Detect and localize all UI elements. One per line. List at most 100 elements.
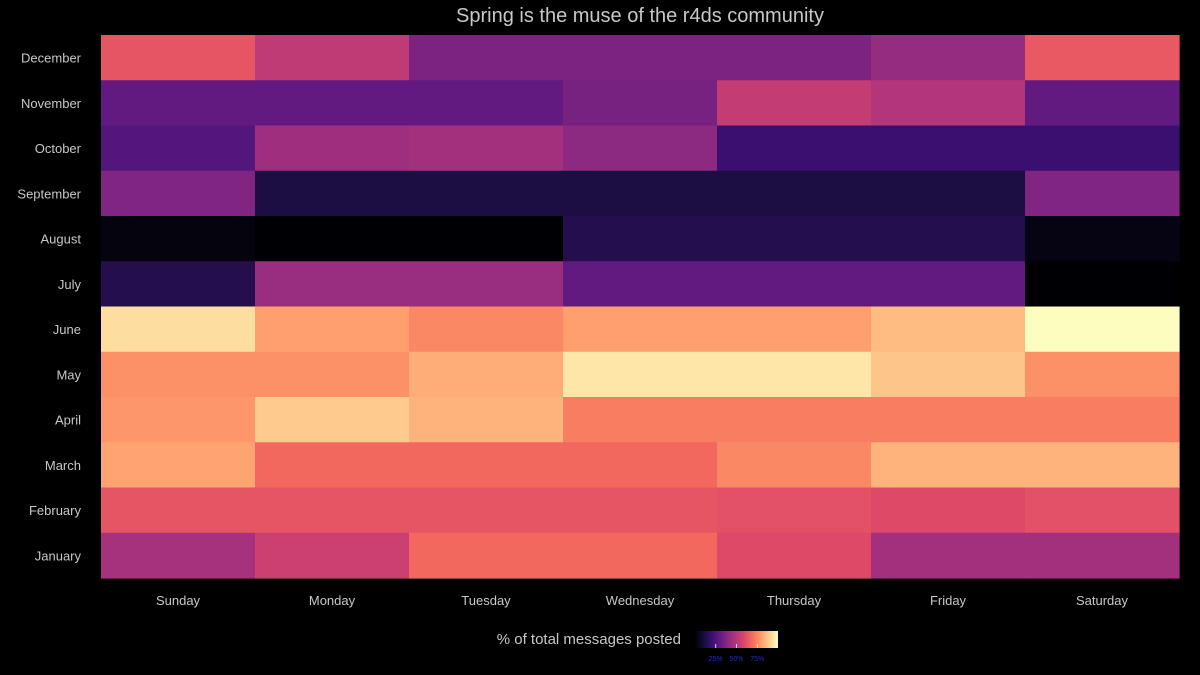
heatmap-cell-february-monday — [255, 487, 410, 534]
x-tick-label-sunday: Sunday — [156, 593, 201, 608]
heatmap-cell-august-monday — [255, 216, 410, 262]
y-tick-label-september: September — [17, 186, 81, 201]
heatmap-cell-april-thursday — [717, 397, 872, 443]
heatmap-cell-january-wednesday — [563, 532, 718, 579]
heatmap-cell-june-wednesday — [563, 306, 718, 353]
y-tick-label-november: November — [21, 96, 82, 111]
heatmap-cell-july-friday — [871, 261, 1026, 308]
legend-ticks: 25% 50% 75% — [709, 644, 764, 663]
y-tick-label-october: October — [35, 141, 82, 156]
heatmap-cell-november-monday — [255, 80, 410, 127]
heatmap-cell-august-sunday — [101, 216, 256, 262]
legend-tick-label: 50% — [729, 656, 743, 663]
heatmap-cell-october-friday — [871, 125, 1026, 172]
heatmap-cell-december-tuesday — [409, 35, 564, 81]
heatmap-cell-november-wednesday — [563, 80, 718, 127]
x-tick-label-thursday: Thursday — [767, 593, 822, 608]
heatmap-cell-july-sunday — [101, 261, 256, 308]
x-tick-label-wednesday: Wednesday — [606, 593, 675, 608]
heatmap-cell-october-wednesday — [563, 125, 718, 172]
heatmap-cell-september-tuesday — [409, 170, 564, 217]
heatmap-cell-march-thursday — [717, 442, 872, 489]
heatmap-cells — [101, 35, 1180, 579]
heatmap-cell-february-saturday — [1025, 487, 1180, 534]
heatmap-cell-november-thursday — [717, 80, 872, 127]
heatmap-cell-december-monday — [255, 35, 410, 81]
heatmap-cell-october-tuesday — [409, 125, 564, 172]
y-tick-label-april: April — [55, 413, 81, 428]
legend-color-bar — [695, 631, 778, 648]
heatmap-cell-july-monday — [255, 261, 410, 308]
heatmap-cell-december-wednesday — [563, 35, 718, 81]
heatmap-cell-august-thursday — [717, 216, 872, 262]
heatmap-cell-august-saturday — [1025, 216, 1180, 262]
y-tick-label-january: January — [35, 548, 82, 563]
heatmap-cell-august-tuesday — [409, 216, 564, 262]
y-tick-label-may: May — [56, 367, 81, 382]
heatmap-cell-july-wednesday — [563, 261, 718, 308]
heatmap-cell-may-friday — [871, 351, 1026, 398]
heatmap-cell-january-saturday — [1025, 532, 1180, 579]
heatmap-cell-september-sunday — [101, 170, 256, 217]
heatmap-cell-june-tuesday — [409, 306, 564, 353]
legend-title: % of total messages posted — [497, 631, 681, 648]
heatmap-cell-december-friday — [871, 35, 1026, 81]
x-tick-label-friday: Friday — [930, 593, 967, 608]
heatmap-cell-december-saturday — [1025, 35, 1180, 81]
y-tick-label-february: February — [29, 503, 82, 518]
heatmap-cell-september-friday — [871, 170, 1026, 217]
heatmap-cell-september-monday — [255, 170, 410, 217]
heatmap-cell-april-tuesday — [409, 397, 564, 443]
heatmap-cell-august-friday — [871, 216, 1026, 262]
heatmap-cell-february-friday — [871, 487, 1026, 534]
y-tick-label-july: July — [58, 277, 82, 292]
heatmap-cell-november-saturday — [1025, 80, 1180, 127]
y-tick-label-december: December — [21, 51, 82, 66]
heatmap-cell-december-sunday — [101, 35, 256, 81]
heatmap-cell-april-monday — [255, 397, 410, 443]
heatmap-cell-march-tuesday — [409, 442, 564, 489]
heatmap-cell-november-sunday — [101, 80, 256, 127]
heatmap-cell-june-sunday — [101, 306, 256, 353]
x-tick-label-saturday: Saturday — [1076, 593, 1129, 608]
heatmap-cell-may-sunday — [101, 351, 256, 398]
heatmap-cell-april-wednesday — [563, 397, 718, 443]
heatmap-cell-may-saturday — [1025, 351, 1180, 398]
heatmap-cell-september-wednesday — [563, 170, 718, 217]
heatmap-cell-july-tuesday — [409, 261, 564, 308]
heatmap-cell-may-thursday — [717, 351, 872, 398]
heatmap-cell-march-saturday — [1025, 442, 1180, 489]
y-tick-label-march: March — [45, 458, 81, 473]
heatmap-cell-january-monday — [255, 532, 410, 579]
heatmap-cell-february-thursday — [717, 487, 872, 534]
x-tick-label-monday: Monday — [309, 593, 356, 608]
heatmap-cell-august-wednesday — [563, 216, 718, 262]
heatmap-cell-january-tuesday — [409, 532, 564, 579]
heatmap-cell-june-thursday — [717, 306, 872, 353]
heatmap-cell-march-monday — [255, 442, 410, 489]
heatmap-cell-may-monday — [255, 351, 410, 398]
heatmap-cell-july-saturday — [1025, 261, 1180, 308]
heatmap-cell-october-sunday — [101, 125, 256, 172]
heatmap-cell-march-sunday — [101, 442, 256, 489]
y-tick-label-august: August — [41, 232, 82, 247]
heatmap-cell-july-thursday — [717, 261, 872, 308]
heatmap-cell-october-monday — [255, 125, 410, 172]
y-axis-labels: December November October September August Ju… — [17, 51, 81, 564]
x-axis-labels: Sunday Monday Tuesday Wednesday Thursday Frid… — [156, 593, 1129, 608]
legend-tick-label: 25% — [709, 656, 723, 663]
heatmap-cell-may-tuesday — [409, 351, 564, 398]
x-tick-label-tuesday: Tuesday — [461, 593, 511, 608]
heatmap-cell-february-sunday — [101, 487, 256, 534]
heatmap-cell-january-thursday — [717, 532, 872, 579]
heatmap-cell-april-saturday — [1025, 397, 1180, 443]
chart-title: Spring is the muse of the r4ds community — [456, 5, 824, 27]
heatmap-cell-december-thursday — [717, 35, 872, 81]
heatmap-cell-june-saturday — [1025, 306, 1180, 353]
heatmap-cell-may-wednesday — [563, 351, 718, 398]
heatmap-cell-february-wednesday — [563, 487, 718, 534]
heatmap-cell-june-monday — [255, 306, 410, 353]
heatmap-cell-february-tuesday — [409, 487, 564, 534]
heatmap-cell-june-friday — [871, 306, 1026, 353]
